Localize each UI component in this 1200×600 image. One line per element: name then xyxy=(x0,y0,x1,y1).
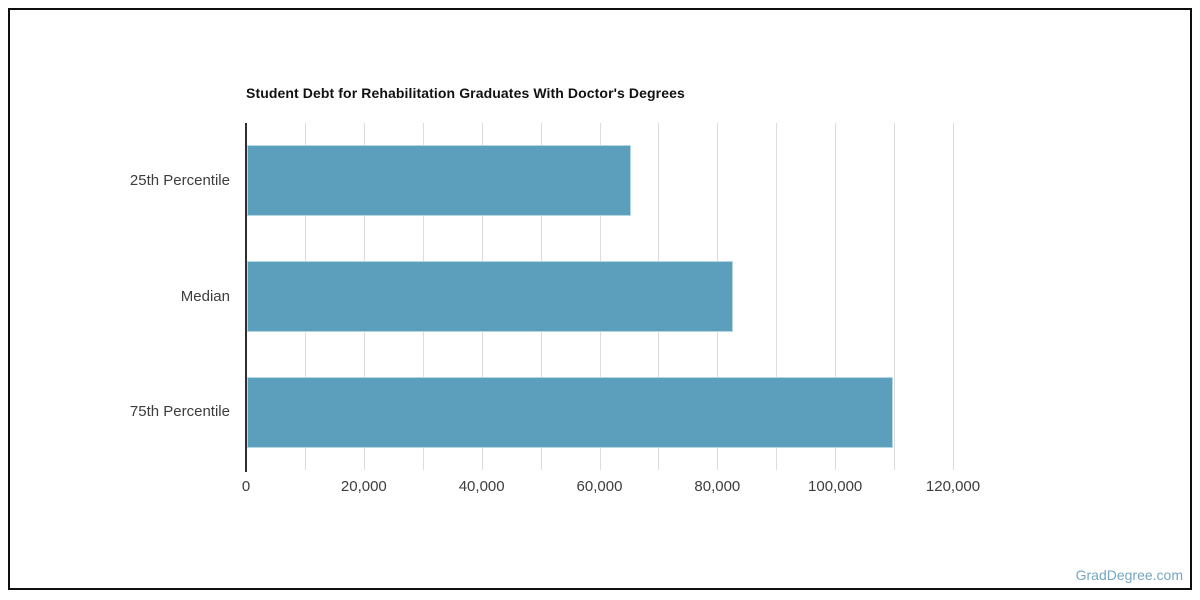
x-axis-tick-label: 20,000 xyxy=(340,478,387,495)
x-axis-tick-label: 80,000 xyxy=(694,478,741,495)
x-axis-tick-label: 60,000 xyxy=(576,478,623,495)
y-axis-label: 75th Percentile xyxy=(129,403,230,421)
y-axis-line xyxy=(245,123,247,472)
y-axis-label: Median xyxy=(180,287,230,305)
gridline xyxy=(894,123,896,470)
gridline xyxy=(835,123,837,470)
y-axis-label: 25th Percentile xyxy=(129,171,230,189)
x-axis-tick-label: 100,000 xyxy=(808,478,863,495)
x-axis-tick-label: 0 xyxy=(241,478,251,495)
x-axis-tick-label: 40,000 xyxy=(458,478,505,495)
watermark-link[interactable]: GradDegree.com xyxy=(1075,567,1183,583)
chart-title: Student Debt for Rehabilitation Graduate… xyxy=(246,85,685,101)
gridline xyxy=(776,123,778,470)
bar-25th-percentile[interactable] xyxy=(247,145,632,217)
plot-area xyxy=(246,123,980,470)
bar-75th-percentile[interactable] xyxy=(247,376,893,448)
gridline xyxy=(953,123,954,470)
x-axis-tick-label: 120,000 xyxy=(925,478,981,495)
bar-median[interactable] xyxy=(247,261,734,332)
